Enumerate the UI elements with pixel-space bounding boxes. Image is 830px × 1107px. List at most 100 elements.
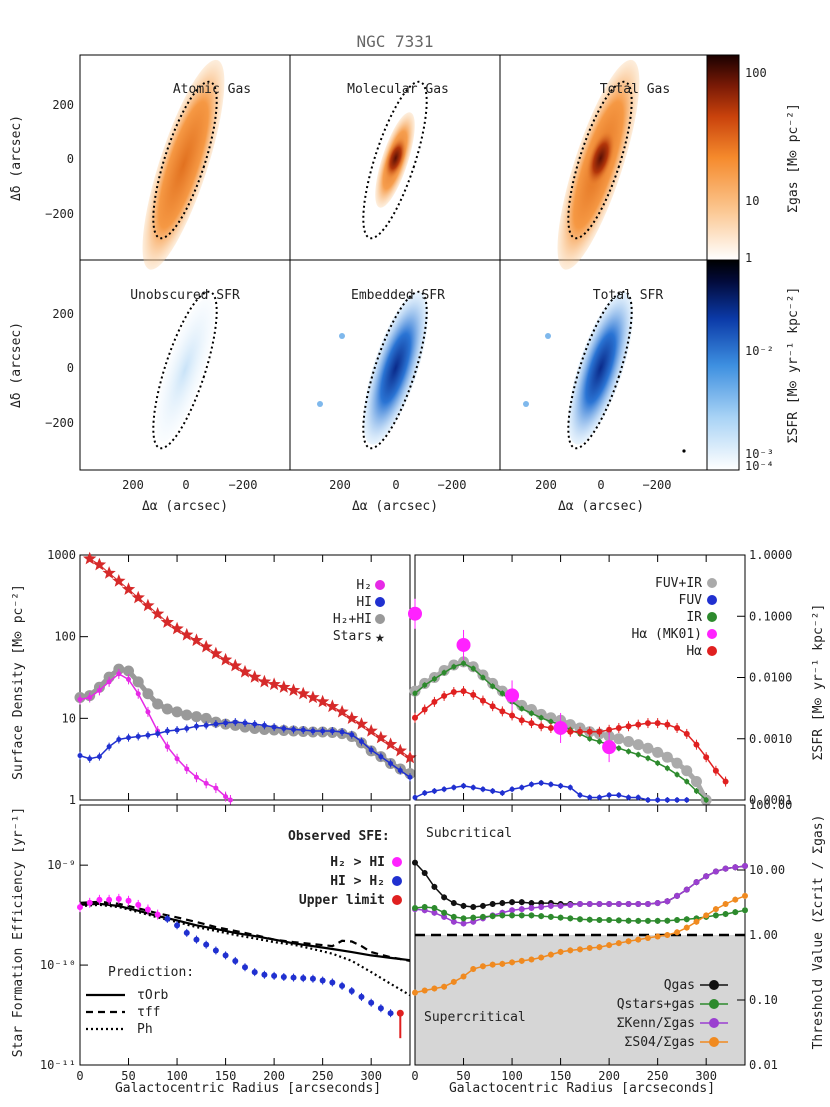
data-point <box>691 776 702 787</box>
prediction-legend-label: τOrb <box>137 988 168 1003</box>
total-sfr-source <box>682 449 685 452</box>
y-tick-label: 1 <box>69 793 76 807</box>
data-point <box>431 986 437 992</box>
data-point <box>471 666 476 671</box>
data-point <box>422 791 427 796</box>
data-point <box>442 670 447 675</box>
data-point <box>674 929 680 935</box>
legend-label: HI <box>356 595 372 610</box>
map-x-tick: −200 <box>229 478 258 492</box>
legend-marker <box>392 857 402 867</box>
data-point <box>431 884 437 890</box>
subcritical-label: Subcritical <box>426 826 512 841</box>
data-point <box>684 798 689 803</box>
data-point <box>519 912 525 918</box>
data-point <box>339 983 345 989</box>
data-point <box>164 916 170 922</box>
data-point <box>587 729 593 735</box>
data-point <box>616 725 622 731</box>
data-point <box>368 1000 374 1006</box>
data-point <box>538 904 544 910</box>
data-point-star <box>268 677 281 690</box>
data-point <box>642 743 653 754</box>
data-point <box>613 733 624 744</box>
x-tick-label: 0 <box>411 1069 418 1083</box>
data-point-star <box>258 675 271 688</box>
surface-density-panel: 1 10 100 1000 H₂ HI H₂+HI Stars ★ <box>47 548 417 807</box>
map-x-tick: 200 <box>535 478 557 492</box>
data-point <box>320 978 326 984</box>
data-point <box>194 724 199 729</box>
data-point <box>451 689 457 695</box>
data-point <box>577 901 583 907</box>
legend-marker <box>709 999 719 1009</box>
data-point-star <box>229 659 242 672</box>
data-point <box>558 783 563 788</box>
data-point <box>500 691 505 696</box>
data-point <box>97 688 102 693</box>
data-point <box>675 798 680 803</box>
data-point <box>223 952 229 958</box>
data-point <box>703 912 709 918</box>
data-point <box>172 706 183 717</box>
data-point <box>633 739 644 750</box>
data-point <box>704 798 709 803</box>
data-point <box>509 907 515 913</box>
sfe-xlabel: Galactocentric Radius [arcseconds] <box>115 1081 381 1096</box>
legend-label: Qstars+gas <box>617 997 695 1012</box>
data-point <box>442 787 447 792</box>
data-point <box>388 1010 394 1016</box>
data-point <box>252 969 258 975</box>
data-point <box>662 752 673 763</box>
data-point <box>635 918 641 924</box>
data-point <box>358 994 364 1000</box>
data-point <box>431 905 437 911</box>
data-point <box>528 720 534 726</box>
data-point <box>587 795 592 800</box>
data-point <box>291 727 296 732</box>
legend-label: Hα <box>686 644 702 659</box>
data-point <box>499 912 505 918</box>
data-point <box>261 972 267 978</box>
data-point <box>78 697 83 702</box>
data-point <box>616 793 621 798</box>
data-point <box>578 793 583 798</box>
data-point <box>271 973 277 979</box>
y-tick-label: 10⁻⁹ <box>47 858 76 872</box>
data-point <box>213 786 218 791</box>
data-point <box>684 731 690 737</box>
data-point <box>528 905 534 911</box>
data-point <box>664 918 670 924</box>
data-point <box>223 720 228 725</box>
data-point <box>519 706 524 711</box>
data-point <box>596 729 602 735</box>
data-point <box>567 915 573 921</box>
supercritical-label: Supercritical <box>424 1010 526 1025</box>
data-point <box>162 704 173 715</box>
data-point <box>568 785 573 790</box>
data-point <box>606 917 612 923</box>
data-point <box>470 966 476 972</box>
data-point <box>78 753 83 758</box>
data-point <box>155 731 160 736</box>
map-x-tick: 0 <box>597 478 604 492</box>
data-point <box>490 684 495 689</box>
legend-marker <box>707 646 717 656</box>
data-point <box>242 964 248 970</box>
gas-colorbar-label: Σgas [M⊙ pc⁻²] <box>786 103 801 213</box>
data-point <box>597 739 602 744</box>
data-point <box>587 917 593 923</box>
data-point <box>742 907 748 913</box>
data-point <box>203 942 209 948</box>
data-point <box>441 984 447 990</box>
data-point-star <box>209 647 222 660</box>
data-point <box>723 866 729 872</box>
data-point <box>412 905 418 911</box>
data-point <box>623 736 634 747</box>
data-point <box>422 988 428 994</box>
data-point <box>145 906 151 912</box>
data-point <box>645 720 651 726</box>
data-point <box>499 961 505 967</box>
map-xlabel: Δα (arcsec) <box>142 499 228 514</box>
data-point <box>155 912 161 918</box>
